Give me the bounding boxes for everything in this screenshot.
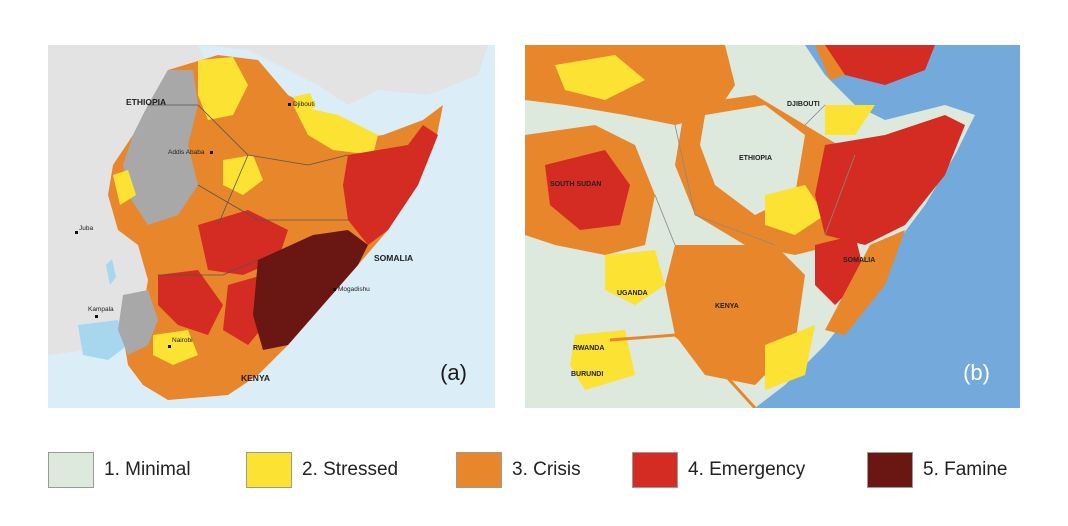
emergency-swatch bbox=[632, 452, 678, 488]
label-juba: Juba bbox=[79, 225, 94, 232]
label-burundi: BURUNDI bbox=[571, 371, 604, 378]
region-stressed-djibouti bbox=[293, 93, 316, 113]
region-emergency-east bbox=[343, 125, 438, 245]
minimal-swatch bbox=[48, 452, 94, 488]
lake-small bbox=[106, 259, 116, 285]
mogadishu-marker bbox=[333, 288, 336, 291]
legend-label-stressed: 2. Stressed bbox=[302, 459, 399, 480]
map-b-graphic bbox=[525, 45, 975, 408]
nairobi-marker bbox=[168, 345, 171, 348]
neighbor-land-north bbox=[198, 45, 488, 105]
label-south-sudan: SOUTH SUDAN bbox=[550, 181, 602, 188]
region-stressed-north bbox=[555, 55, 645, 100]
region-stressed-ethiopia bbox=[765, 185, 825, 235]
legend-label-emergency: 4. Emergency bbox=[688, 459, 806, 480]
crisis-swatch bbox=[456, 452, 502, 488]
country-borders bbox=[148, 104, 349, 276]
arabia-emergency bbox=[820, 45, 935, 85]
addis-marker bbox=[210, 151, 213, 154]
region-minimal-ethiopia bbox=[700, 105, 805, 215]
region-crisis-somalia-coast bbox=[825, 230, 905, 335]
legend-label-minimal: 1. Minimal bbox=[104, 459, 191, 480]
famine-swatch bbox=[867, 452, 913, 488]
map-panel-b: DJIBOUTI ETHIOPIA SOUTH SUDAN SOMALIA UG… bbox=[525, 45, 1020, 408]
panel-label-b: (b) bbox=[963, 360, 990, 385]
label-kampala: Kampala bbox=[88, 306, 114, 313]
region-emergency-south bbox=[158, 270, 223, 335]
region-stressed-south bbox=[153, 330, 198, 365]
region-famine-somalia bbox=[253, 230, 368, 350]
label-rwanda: RWANDA bbox=[573, 345, 605, 352]
region-stressed-north bbox=[198, 57, 248, 120]
label-addis: Addis Ababa bbox=[168, 149, 205, 156]
region-stressed-kenya bbox=[765, 325, 815, 390]
tanzania-border bbox=[609, 333, 757, 408]
region-gray-west bbox=[123, 70, 198, 225]
region-stressed-uganda bbox=[605, 250, 665, 305]
panel-label-a: (a) bbox=[440, 360, 467, 385]
legend-label-crisis: 3. Crisis bbox=[512, 459, 581, 480]
region-stressed-northeast bbox=[293, 105, 378, 155]
region-stressed-south bbox=[570, 330, 635, 390]
label-kenya: KENYA bbox=[715, 303, 739, 310]
legend-label-famine: 5. Famine bbox=[923, 459, 1008, 480]
stressed-swatch bbox=[246, 452, 292, 488]
region-gray-sw bbox=[118, 290, 158, 355]
legend-item-emergency: 4. Emergency bbox=[632, 451, 805, 489]
map-a-graphic bbox=[48, 45, 488, 400]
legend-item-stressed: 2. Stressed bbox=[246, 451, 398, 489]
lake-victoria bbox=[78, 320, 128, 360]
region-stressed-west bbox=[113, 170, 136, 205]
legend-item-crisis: 3. Crisis bbox=[456, 451, 581, 489]
label-uganda: UGANDA bbox=[617, 290, 648, 297]
label-kenya: KENYA bbox=[241, 373, 270, 383]
label-somalia: SOMALIA bbox=[374, 253, 414, 263]
region-stressed-central bbox=[223, 155, 263, 195]
legend-item-minimal: 1. Minimal bbox=[48, 451, 191, 489]
region-stressed-ne bbox=[825, 105, 875, 135]
kampala-marker bbox=[95, 315, 98, 318]
map-panel-a: ETHIOPIA Djibouti Addis Ababa Juba SOMAL… bbox=[48, 45, 495, 408]
arabia-crisis-edge bbox=[815, 45, 845, 80]
label-nairobi: Nairobi bbox=[172, 337, 193, 344]
djibouti-marker bbox=[288, 103, 291, 106]
label-somalia: SOMALIA bbox=[843, 257, 876, 264]
juba-marker bbox=[75, 231, 78, 234]
label-djibouti: DJIBOUTI bbox=[787, 101, 820, 108]
label-ethiopia: ETHIOPIA bbox=[126, 97, 167, 107]
label-djibouti: Djibouti bbox=[293, 101, 315, 108]
region-emergency-somalia bbox=[815, 115, 965, 245]
country-borders bbox=[654, 104, 856, 246]
label-mogadishu: Mogadishu bbox=[338, 286, 370, 293]
label-ethiopia: ETHIOPIA bbox=[739, 155, 773, 162]
map-legend: 1. Minimal 2. Stressed 3. Crisis 4. Emer… bbox=[48, 451, 1020, 491]
legend-item-famine: 5. Famine bbox=[867, 451, 1007, 489]
region-emergency-south-sudan bbox=[545, 150, 630, 230]
